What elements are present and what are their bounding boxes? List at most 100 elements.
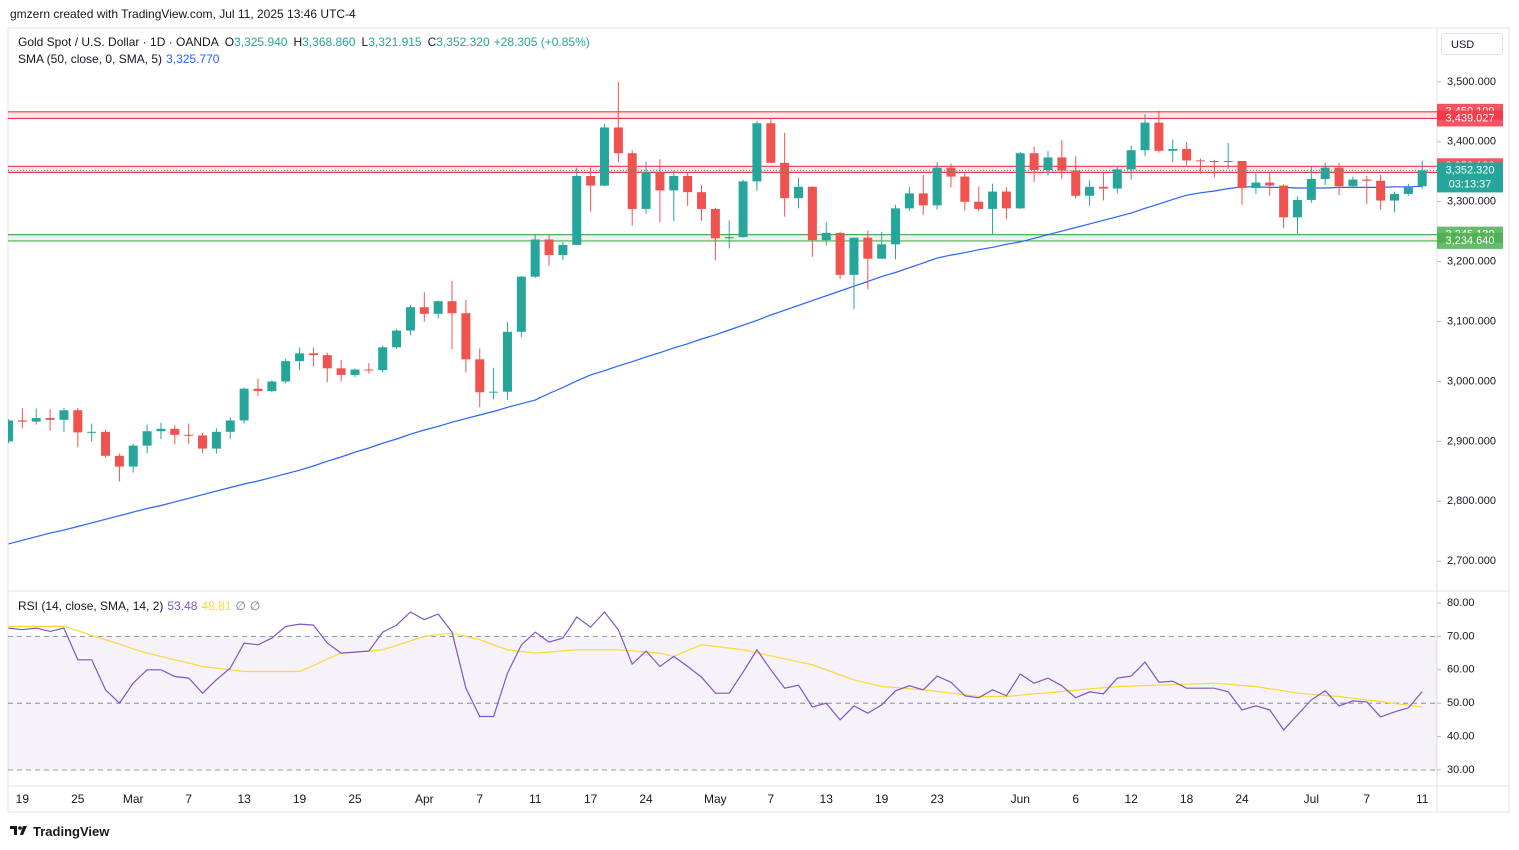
level-badge-bg — [1437, 110, 1503, 127]
x-tick-label: 11 — [529, 792, 542, 806]
attribution: gmzern created with TradingView.com, Jul… — [10, 7, 356, 21]
y-tick-label: 80.00 — [1447, 597, 1475, 609]
level-badge-bg — [1437, 232, 1503, 249]
candle-body — [392, 330, 402, 348]
y-tick-label: 3,400.000 — [1447, 136, 1496, 148]
ohlc-key: H — [293, 35, 303, 49]
y-tick-label: 50.00 — [1447, 697, 1475, 709]
candle-body — [364, 369, 374, 371]
zone — [8, 111, 1437, 119]
candle-body — [87, 431, 97, 433]
change: +28.305 (+0.85%) — [493, 35, 590, 49]
x-tick-label: 13 — [820, 792, 834, 806]
candle-body — [516, 276, 526, 332]
candle-body — [891, 208, 901, 245]
y-tick-label: 2,800.000 — [1447, 495, 1496, 507]
y-tick-label: 40.00 — [1447, 730, 1475, 742]
candle-body — [683, 175, 693, 193]
candle-body — [1279, 185, 1289, 218]
candle-body — [655, 172, 665, 191]
last-price-label: 3,352.320 — [1446, 164, 1495, 176]
candle-body — [946, 167, 956, 177]
candle-body — [1071, 170, 1081, 196]
symbol-title: Gold Spot / U.S. Dollar · 1D · OANDA — [18, 35, 219, 49]
candle-body — [1168, 149, 1178, 151]
x-tick-label: 7 — [1363, 792, 1370, 806]
x-tick-label: Mar — [123, 792, 144, 806]
candle-body — [1029, 153, 1039, 170]
currency-button[interactable]: USD — [1441, 33, 1503, 55]
x-tick-label: 25 — [348, 792, 362, 806]
candle-body — [475, 359, 485, 393]
candle-body — [45, 418, 55, 420]
candle-body — [322, 355, 332, 369]
candle-body — [1417, 170, 1427, 187]
candle-body — [114, 455, 124, 467]
candle-body — [960, 176, 970, 202]
candle-body — [225, 420, 235, 432]
zone — [8, 234, 1437, 241]
x-tick-label: 18 — [1180, 792, 1194, 806]
x-tick-label: Jul — [1304, 792, 1319, 806]
rsi-value: 48.81 — [201, 599, 232, 613]
sma-value: 3,325.770 — [166, 52, 220, 66]
candle-body — [350, 369, 360, 375]
x-tick-label: Apr — [415, 792, 434, 806]
candle-body — [766, 123, 776, 163]
candle-body — [73, 410, 83, 433]
ohlc-value: 3,352.320 — [436, 35, 490, 49]
sma-line — [8, 185, 1423, 545]
candle-body — [336, 368, 346, 375]
ohlc-value: 3,321.915 — [368, 35, 422, 49]
candle-body — [198, 435, 208, 449]
rsi-ma-line — [8, 625, 1423, 708]
candle-body — [1182, 149, 1192, 161]
x-tick-label: 11 — [1416, 792, 1429, 806]
candle-body — [558, 244, 568, 256]
sma-name: SMA (50, close, 0, SMA, 5) — [18, 52, 163, 66]
axes: 30.00 40.00 50.00 60.00 70.00 80.00 2,700.000 2… — [16, 76, 1503, 806]
ohlc-key: C — [427, 35, 437, 49]
candle-body — [1223, 161, 1233, 163]
y-tick-label: 70.00 — [1447, 630, 1475, 642]
candle-body — [184, 434, 194, 436]
x-tick-label: 7 — [185, 792, 192, 806]
candle-body — [128, 445, 138, 467]
candle-body — [378, 347, 388, 371]
ohlc-key: L — [361, 35, 369, 49]
candle-body — [821, 232, 831, 241]
x-tick-label: 19 — [875, 792, 889, 806]
rsi-line — [8, 611, 1423, 731]
sma-legend: SMA (50, close, 0, SMA, 5) 3,325.770 — [18, 52, 219, 66]
candle-body — [807, 186, 817, 241]
candle-body — [724, 237, 734, 239]
candle-body — [586, 175, 596, 186]
x-tick-label: 7 — [767, 792, 774, 806]
candle-body — [1154, 122, 1164, 151]
candle-body — [1057, 157, 1067, 171]
candle-body — [267, 381, 277, 392]
rsi-extra: ∅ — [235, 599, 246, 613]
logo — [10, 826, 27, 835]
candle-body — [1209, 161, 1219, 163]
candle-body — [502, 331, 512, 392]
x-tick-label: 7 — [476, 792, 483, 806]
candle-body — [419, 307, 429, 314]
candle-body — [1085, 186, 1095, 196]
ohlc-value: 3,368.860 — [302, 35, 356, 49]
candle-body — [211, 431, 221, 449]
candle-body — [877, 244, 887, 259]
x-tick-label: 23 — [930, 792, 944, 806]
candle-body — [863, 237, 873, 259]
candle-body — [835, 232, 845, 275]
candle-body — [974, 201, 984, 209]
candle-body — [8, 420, 13, 442]
candle-body — [627, 153, 637, 209]
candle-body — [156, 428, 166, 432]
candle-body — [142, 431, 152, 446]
candle-body — [1001, 191, 1011, 209]
candle-body — [447, 301, 457, 314]
candle-body — [1043, 157, 1053, 170]
